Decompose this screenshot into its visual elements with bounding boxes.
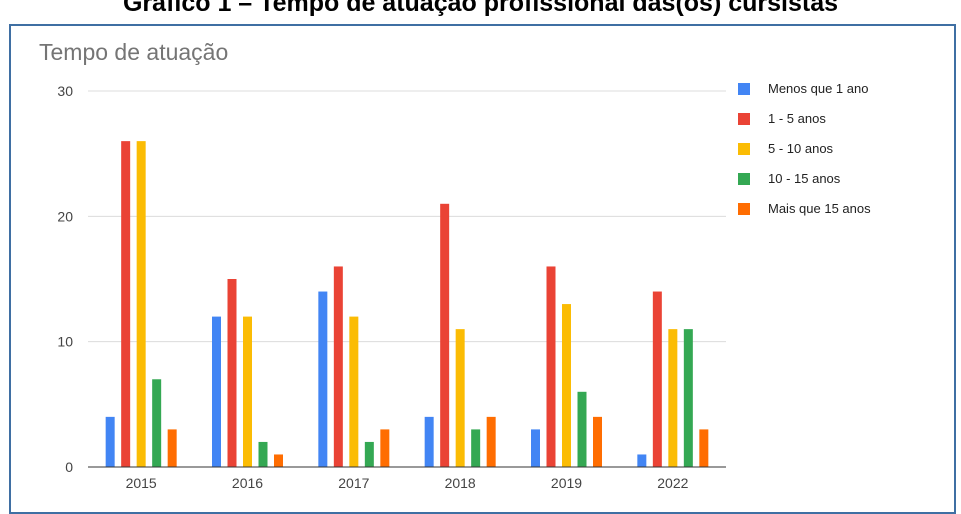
chart-frame: Tempo de atuação 0 10 20 30 2015 2016 2017 2018…: [9, 24, 956, 514]
bar: [380, 429, 390, 467]
bar: [333, 266, 343, 467]
bar: [212, 316, 221, 467]
legend-swatch: [738, 173, 750, 185]
legend-label: Mais que 15 anos: [768, 201, 871, 216]
chart-title: Tempo de atuação: [39, 39, 228, 65]
legend-swatch: [738, 113, 750, 125]
bar: [318, 291, 328, 467]
legend-swatch: [738, 143, 750, 155]
bar: [258, 441, 268, 467]
legend-swatch: [738, 83, 750, 95]
bar: [349, 316, 359, 467]
bar-chart: Tempo de atuação 0 10 20 30 2015 2016 2017 2018…: [39, 39, 871, 491]
bar: [424, 416, 434, 467]
bar: [121, 141, 131, 467]
y-tick-label: 10: [57, 334, 73, 350]
legend-label: 5 - 10 anos: [768, 141, 834, 156]
y-tick-label: 30: [57, 83, 73, 99]
bar: [652, 291, 662, 467]
bar: [243, 316, 252, 467]
x-tick-label: 2015: [126, 475, 157, 491]
bar: [136, 141, 146, 467]
bar: [699, 429, 709, 467]
bar: [167, 429, 177, 467]
bar: [471, 429, 481, 467]
legend: Menos que 1 ano 1 - 5 anos 5 - 10 anos 10 -…: [738, 81, 871, 216]
y-tick-label: 20: [57, 208, 73, 224]
x-tick-label: 2016: [232, 475, 263, 491]
legend-label: 1 - 5 anos: [768, 111, 826, 126]
bar: [546, 266, 556, 467]
axes: 0 10 20 30 2015 2016 2017 2018 2019 2022: [57, 83, 726, 491]
bar: [637, 454, 647, 467]
bar: [683, 329, 693, 467]
y-tick-label: 0: [65, 459, 73, 475]
bar: [440, 203, 450, 468]
legend-swatch: [738, 203, 750, 215]
bar: [364, 441, 374, 467]
bar: [274, 454, 283, 467]
bar: [152, 379, 162, 467]
x-tick-label: 2017: [338, 475, 369, 491]
bars: [105, 141, 709, 468]
bar: [593, 416, 602, 467]
bar: [486, 416, 496, 467]
bar: [105, 416, 115, 467]
x-tick-label: 2022: [657, 475, 688, 491]
bar: [577, 391, 587, 467]
legend-label: 10 - 15 anos: [768, 171, 841, 186]
bar: [531, 429, 540, 467]
gridlines: [88, 90, 726, 343]
bar: [668, 329, 678, 467]
x-tick-label: 2019: [551, 475, 582, 491]
legend-label: Menos que 1 ano: [768, 81, 868, 96]
bar: [562, 304, 571, 467]
page-heading: Gráfico 1 – Tempo de atuação profissiona…: [122, 0, 839, 17]
bar: [227, 279, 237, 467]
x-tick-label: 2018: [445, 475, 476, 491]
bar: [455, 329, 465, 467]
